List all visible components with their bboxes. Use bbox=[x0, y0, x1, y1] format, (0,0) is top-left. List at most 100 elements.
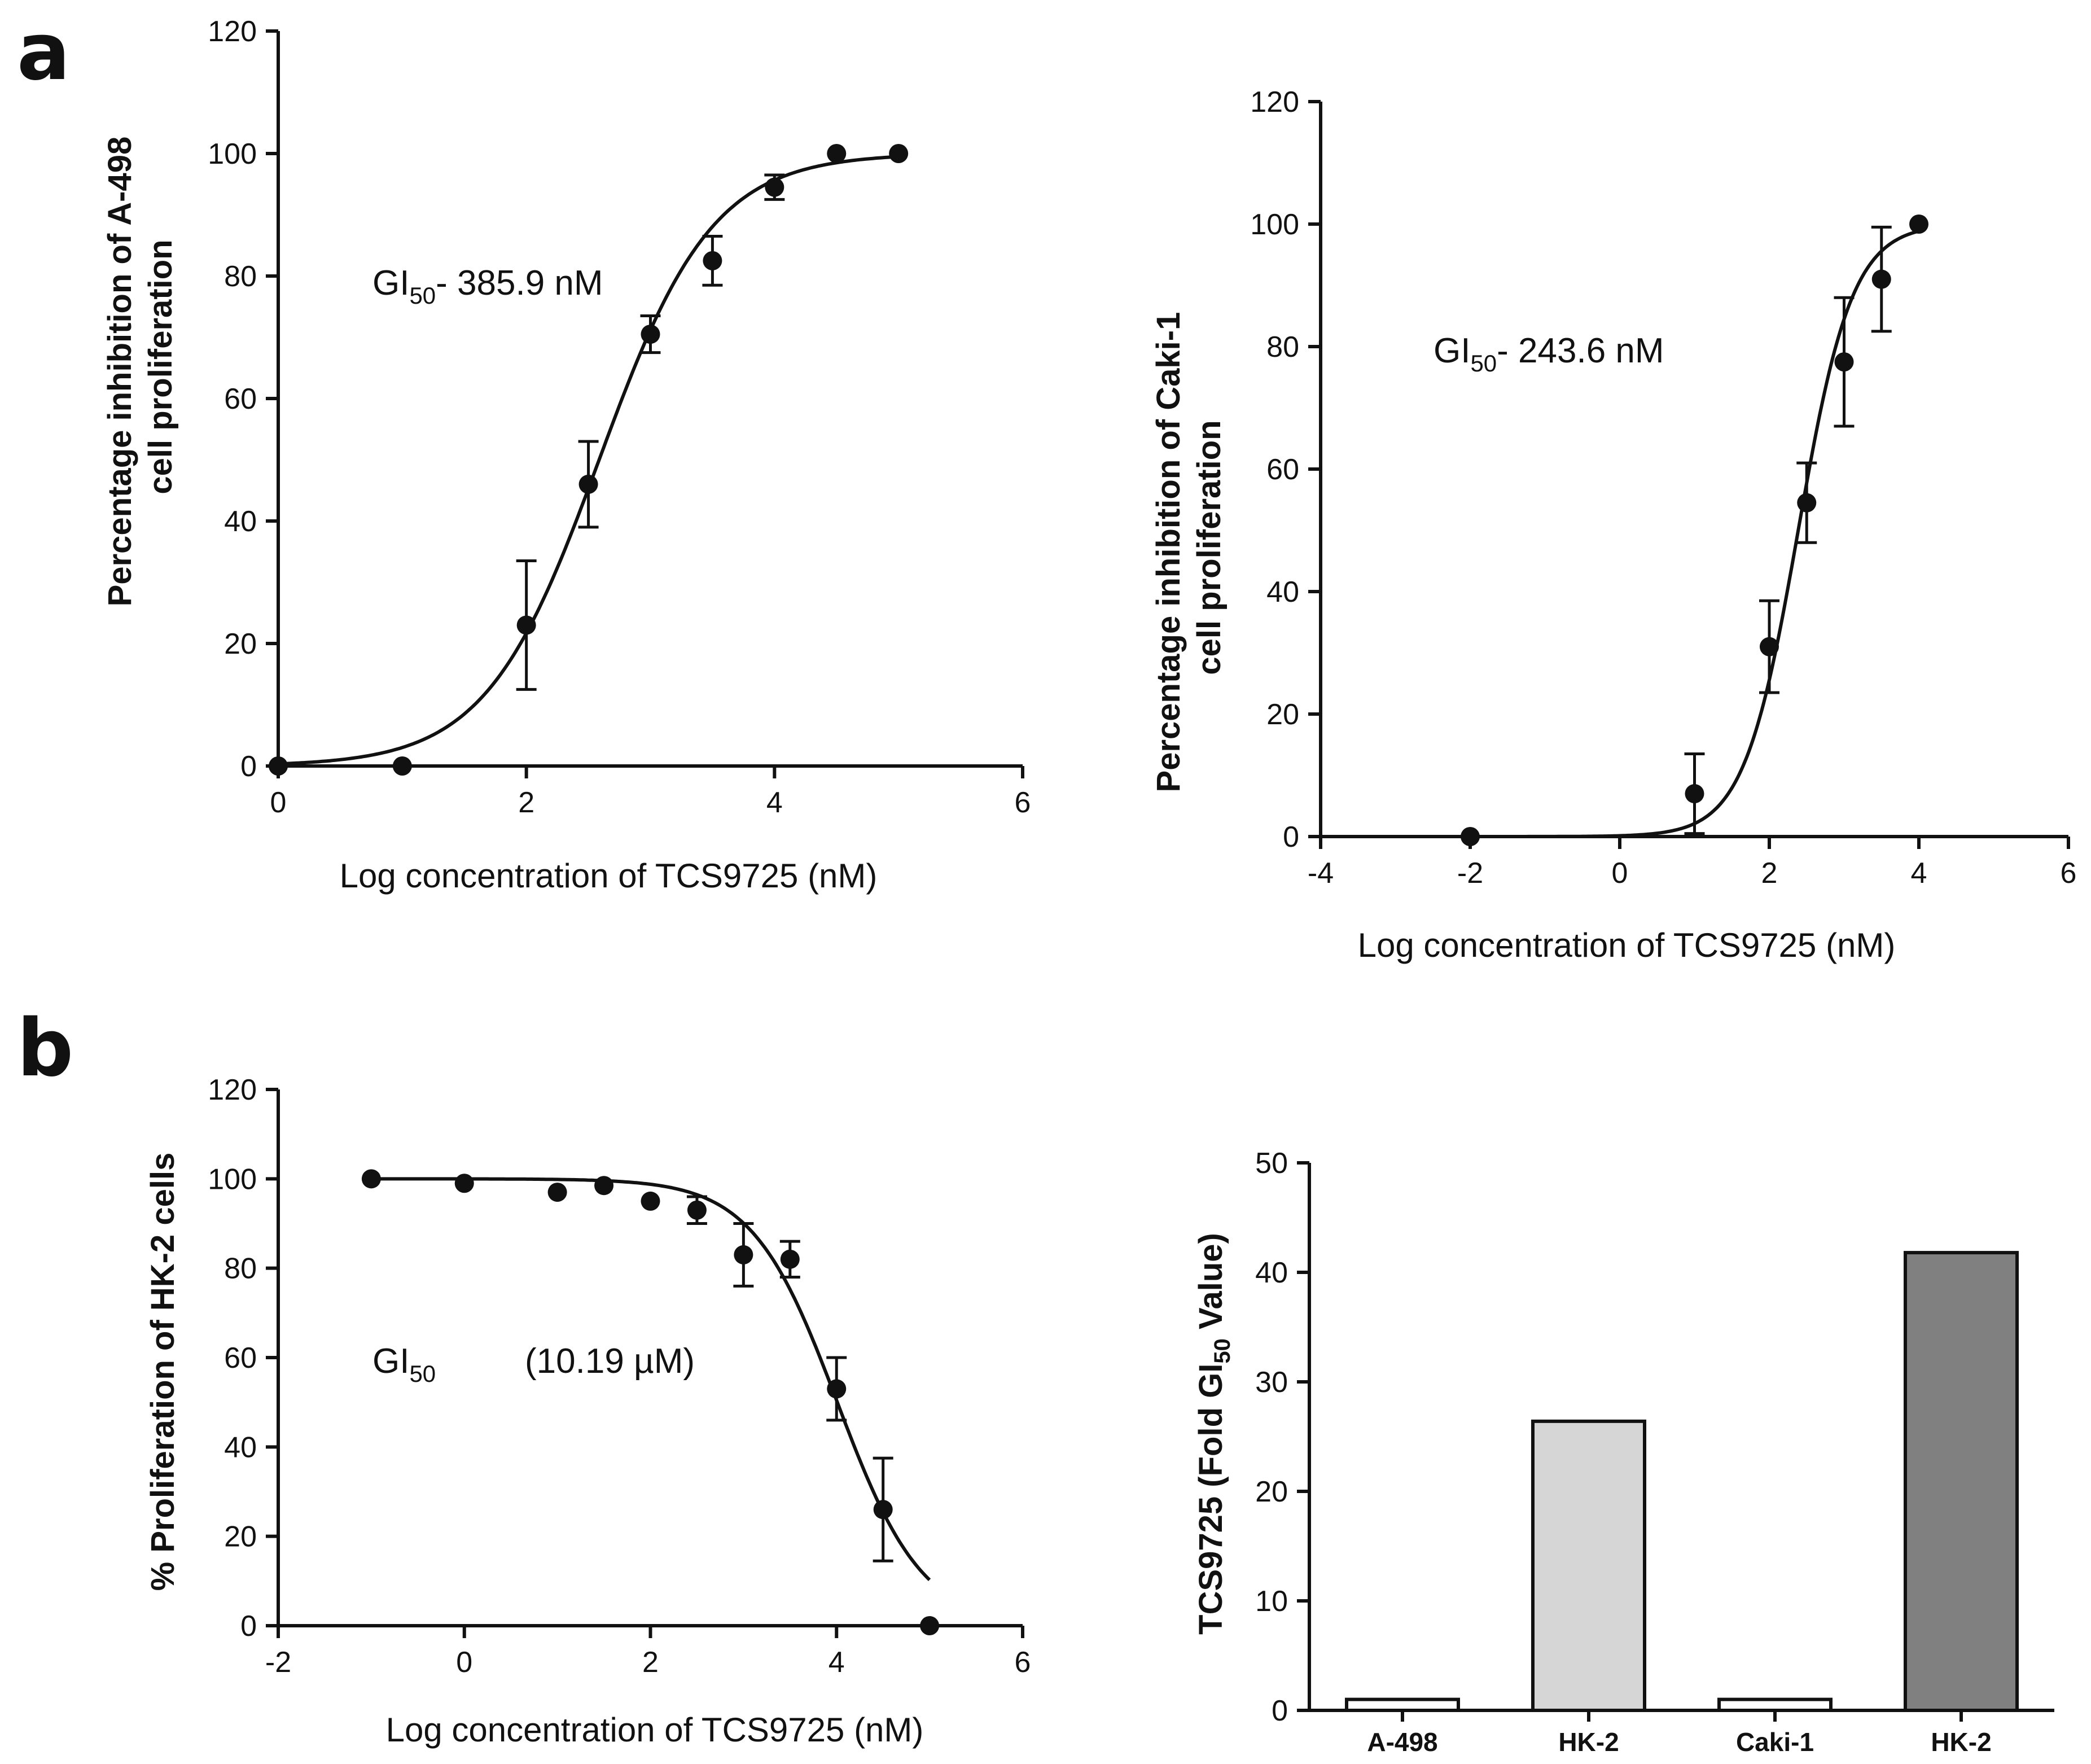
a-right-data-point bbox=[1685, 784, 1704, 804]
b-right-category-label: HK-2 bbox=[1931, 1727, 1991, 1757]
a-right-gi50-prefix: GI bbox=[1434, 331, 1470, 370]
a-right-ytick-label: 120 bbox=[1250, 86, 1299, 119]
a-right-axes bbox=[1308, 100, 2070, 849]
a-left-data-point bbox=[703, 251, 722, 270]
b-left-gi50-annotation: GI50 (10.19 µM) bbox=[372, 1342, 695, 1387]
a-left-ytick-label: 80 bbox=[224, 260, 257, 293]
a-right-x-axis-title: Log concentration of TCS9725 (nM) bbox=[1358, 926, 1896, 964]
a-left-gi50-prefix: GI bbox=[372, 264, 409, 303]
b-right-bar bbox=[1904, 1251, 2019, 1713]
a-left-ytick-label: 60 bbox=[224, 383, 257, 415]
a-left-data-point bbox=[269, 756, 288, 776]
b-right-category-label: A-498 bbox=[1367, 1727, 1437, 1757]
a-left-data-point bbox=[889, 144, 909, 163]
b-left-points bbox=[361, 1169, 940, 1635]
b-right-category-labels: A-498 HK-2 Caki-1 HK-2 bbox=[1367, 1727, 1991, 1757]
a-right-data-point bbox=[1760, 637, 1779, 656]
b-right-y-axis-title-sub: 50 bbox=[1210, 1338, 1235, 1364]
a-left-data-point bbox=[516, 615, 536, 635]
b-right-y-tick-labels: 0 10 20 30 40 50 bbox=[1255, 1147, 1288, 1727]
b-left-data-point bbox=[361, 1169, 381, 1189]
a-left-data-point bbox=[641, 325, 660, 344]
a-right-data-point bbox=[1461, 827, 1480, 846]
chart-a-right: 0 20 40 60 80 100 120 -4 -2 0 2 4 6 Log … bbox=[1150, 86, 2076, 964]
b-right-bar bbox=[1531, 1419, 1646, 1713]
a-left-gi50-annotation: GI50- 385.9 nM bbox=[372, 264, 603, 309]
b-right-bar bbox=[1717, 1697, 1833, 1713]
a-right-y-axis-title-line2: cell proliferation bbox=[1191, 420, 1228, 675]
a-right-ytick-label: 40 bbox=[1266, 576, 1299, 609]
a-left-ytick-label: 0 bbox=[240, 750, 257, 783]
b-left-ytick-label: 80 bbox=[224, 1253, 257, 1285]
b-left-x-axis-title: Log concentration of TCS9725 (nM) bbox=[386, 1711, 924, 1749]
b-left-data-point bbox=[454, 1174, 474, 1193]
a-right-ytick-label: 20 bbox=[1266, 698, 1299, 731]
b-left-xtick-label: 0 bbox=[456, 1646, 472, 1679]
a-left-data-point bbox=[578, 474, 598, 494]
b-left-ytick-label: 100 bbox=[208, 1163, 257, 1196]
b-right-bar bbox=[1345, 1697, 1460, 1713]
a-left-x-tick-labels: 0 2 4 6 bbox=[270, 786, 1031, 819]
b-left-xtick-label: -2 bbox=[265, 1646, 291, 1679]
a-right-y-axis-title: Percentage inhibition of Caki-1 cell pro… bbox=[1150, 303, 1228, 793]
b-left-data-point bbox=[873, 1500, 893, 1520]
a-right-ytick-label: 0 bbox=[1283, 821, 1299, 853]
a-left-gi50-value: - 385.9 nM bbox=[436, 264, 603, 303]
a-right-xtick-label: 2 bbox=[1761, 857, 1778, 890]
a-left-data-point bbox=[827, 144, 847, 163]
b-right-y-axis-title-suffix: Value) bbox=[1193, 1233, 1229, 1338]
a-left-xtick-label: 6 bbox=[1015, 786, 1031, 819]
a-left-y-tick-labels: 0 20 40 60 80 100 120 bbox=[208, 15, 257, 783]
a-left-y-axis-title-line1: Percentage inhibition of A-498 bbox=[102, 137, 138, 607]
b-right-ytick-label: 50 bbox=[1255, 1147, 1288, 1180]
panel-letter-b: b bbox=[17, 1003, 73, 1095]
a-right-data-point bbox=[1871, 269, 1891, 289]
b-left-x-tick-labels: -2 0 2 4 6 bbox=[265, 1646, 1031, 1679]
a-left-y-axis-title: Percentage inhibition of A-498 cell prol… bbox=[102, 128, 179, 607]
a-right-x-tick-labels: -4 -2 0 2 4 6 bbox=[1308, 857, 2077, 890]
b-right-ytick-label: 40 bbox=[1255, 1257, 1288, 1289]
b-right-ytick-label: 30 bbox=[1255, 1366, 1288, 1399]
a-left-data-point bbox=[765, 177, 784, 197]
b-left-ytick-label: 0 bbox=[240, 1610, 257, 1643]
b-right-ytick-label: 20 bbox=[1255, 1476, 1288, 1508]
b-left-data-point bbox=[687, 1200, 707, 1220]
b-left-gi50-prefix: GI bbox=[372, 1342, 409, 1381]
a-right-xtick-label: 6 bbox=[2061, 857, 2077, 890]
a-right-xtick-label: 4 bbox=[1911, 857, 1927, 890]
a-right-y-tick-labels: 0 20 40 60 80 100 120 bbox=[1250, 86, 1299, 853]
a-left-xtick-label: 2 bbox=[518, 786, 534, 819]
b-left-ytick-label: 60 bbox=[224, 1342, 257, 1375]
b-right-y-axis-title-prefix: TCS9725 (Fold GI bbox=[1193, 1364, 1229, 1635]
a-right-ytick-label: 60 bbox=[1266, 453, 1299, 486]
b-left-xtick-label: 4 bbox=[828, 1646, 845, 1679]
a-right-gi50-value: - 243.6 nM bbox=[1497, 331, 1664, 370]
b-right-y-axis-title: TCS9725 (Fold GI50 Value) bbox=[1193, 1233, 1235, 1635]
a-right-data-point bbox=[1909, 215, 1928, 234]
b-left-data-point bbox=[547, 1183, 567, 1202]
b-left-data-point bbox=[594, 1176, 614, 1196]
b-right-category-label: Caki-1 bbox=[1736, 1727, 1814, 1757]
a-left-x-axis-title: Log concentration of TCS9725 (nM) bbox=[340, 857, 878, 895]
b-left-data-point bbox=[734, 1245, 753, 1264]
a-right-gi50-sub: 50 bbox=[1470, 350, 1497, 377]
a-right-ytick-label: 80 bbox=[1266, 331, 1299, 364]
a-left-ytick-label: 40 bbox=[224, 505, 257, 538]
b-left-y-axis-title: % Proliferation of HK-2 cells bbox=[144, 1153, 181, 1591]
b-left-ytick-label: 20 bbox=[224, 1521, 257, 1553]
a-right-data-point bbox=[1834, 352, 1854, 372]
a-left-gi50-sub: 50 bbox=[409, 282, 436, 309]
b-right-ytick-label: 10 bbox=[1255, 1585, 1288, 1618]
a-left-ytick-label: 20 bbox=[224, 628, 257, 660]
a-left-xtick-label: 0 bbox=[270, 786, 287, 819]
a-left-xtick-label: 4 bbox=[766, 786, 783, 819]
a-left-data-point bbox=[392, 756, 412, 776]
a-right-points bbox=[1461, 215, 1928, 846]
b-left-data-point bbox=[920, 1616, 940, 1635]
b-left-ytick-label: 120 bbox=[208, 1074, 257, 1106]
b-left-axes bbox=[266, 1088, 1024, 1638]
b-left-data-point bbox=[827, 1379, 847, 1399]
a-right-data-point bbox=[1797, 493, 1817, 513]
chart-b-left: 0 20 40 60 80 100 120 -2 0 2 4 6 Log con… bbox=[144, 1074, 1031, 1749]
